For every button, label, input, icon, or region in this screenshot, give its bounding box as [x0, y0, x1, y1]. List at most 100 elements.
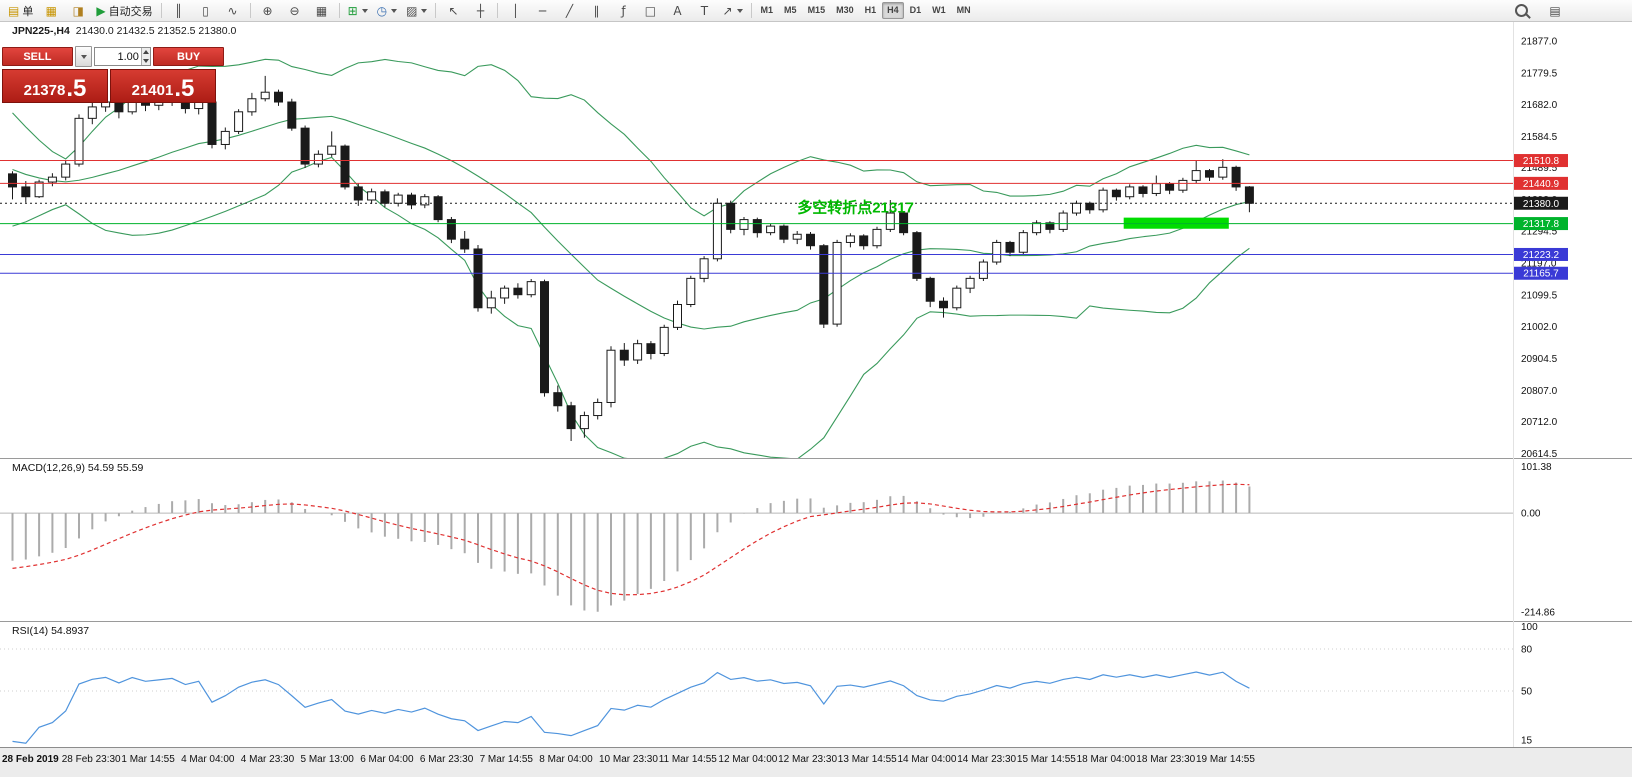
new-order-button-label: 单 [22, 5, 34, 18]
candlestick-chart-icon: ▯ [202, 3, 209, 18]
time-axis-label: 6 Mar 23:30 [419, 754, 474, 765]
vertical-line-icon: │ [511, 3, 520, 18]
zoom-out-button[interactable]: ⊖ [282, 1, 308, 21]
time-axis-label: 12 Mar 04:00 [718, 754, 778, 765]
price-level-badge-text: 21380.0 [1523, 199, 1560, 210]
macd-signal-line [12, 483, 1250, 596]
channel-button[interactable]: ∥ [583, 1, 609, 21]
new-order-button[interactable]: ▤ 单 [4, 1, 37, 21]
timeframe-m5-button[interactable]: M5 [784, 5, 797, 15]
chevron-down-icon [736, 8, 743, 13]
sell-button[interactable]: SELL [2, 47, 73, 66]
rsi-axis-label: 15 [1521, 736, 1533, 747]
macd-histogram [11, 480, 1251, 612]
volume-decrease-button[interactable] [141, 56, 151, 65]
price-axis-label: 20807.0 [1521, 386, 1558, 397]
charts-button[interactable]: ▦ [38, 1, 64, 21]
line-chart-icon: ∿ [227, 3, 238, 18]
timeframe-h1-button[interactable]: H1 [864, 5, 877, 15]
timeframe-m30-button[interactable]: M30 [836, 5, 854, 15]
one-click-trading-panel: SELL BUY 21378.5 21401.5 [2, 46, 224, 103]
rsi-panel[interactable]: RSI(14) 54.8937 100 80 50 15 [0, 621, 1632, 747]
chevron-down-icon [421, 8, 428, 13]
time-axis-label: 15 Mar 14:55 [1016, 754, 1076, 765]
timeframe-mn-button[interactable]: MN [956, 5, 971, 15]
buy-price-tile[interactable]: 21401.5 [110, 69, 216, 103]
charts-icon: ▦ [45, 3, 58, 18]
timeframe-d1-button[interactable]: D1 [909, 5, 922, 15]
auto-trading-button[interactable]: ▶ 自动交易 [92, 1, 156, 21]
price-axis-label: 21002.0 [1521, 322, 1558, 333]
price-axis-label: 21682.0 [1521, 100, 1558, 111]
chart-symbol: JPN225-,H4 [12, 25, 70, 37]
macd-axis-label: 0.00 [1521, 509, 1541, 520]
vertical-line-button[interactable]: │ [502, 1, 528, 21]
macd-label: MACD(12,26,9) 54.59 55.59 [12, 462, 143, 474]
price-level-badge [1514, 217, 1568, 231]
toolbar-separator [750, 3, 752, 18]
text-button[interactable]: A [664, 1, 690, 21]
chevron-down-icon [81, 54, 88, 59]
price-level-badge-text: 21165.7 [1523, 269, 1559, 280]
search-button[interactable] [1508, 1, 1534, 21]
timeframe-w1-button[interactable]: W1 [932, 5, 946, 15]
price-axis-label: 21197.0 [1521, 259, 1557, 270]
play-icon: ▶ [96, 3, 106, 18]
toolbar: ▤ 单 ▦ ◨ ▶ 自动交易 ║ ▯ ∿ ⊕ ⊖ ▦ ⊞ ◷ ▨ ↖ ┼ │ ─ ╱ ∥ ƒ □ A T ↗ M1 M5 M15 M30 H… [0, 0, 1632, 22]
candlestick-chart-button[interactable]: ▯ [193, 1, 219, 21]
volume-input[interactable] [95, 48, 141, 65]
template-icon: ▨ [406, 3, 418, 18]
horizontal-line-button[interactable]: ─ [529, 1, 555, 21]
arrows-button[interactable]: ↗ [718, 1, 746, 21]
tile-windows-button[interactable]: ▦ [309, 1, 335, 21]
new-window-button[interactable]: ▤ [1542, 1, 1568, 21]
macd-panel[interactable]: MACD(12,26,9) 54.59 55.59 101.38 0.00 -214.… [0, 458, 1632, 621]
price-axis-label: 20904.5 [1521, 354, 1558, 365]
price-level-badge-text: 21317.8 [1523, 219, 1560, 230]
new-order-icon: ▤ [8, 3, 20, 18]
arrow-icon: ↗ [722, 3, 733, 18]
annotation-text[interactable]: 多空转折点21317 [797, 198, 914, 216]
chart-title: JPN225-,H4 21430.0 21432.5 21352.5 21380… [12, 25, 236, 37]
toolbar-separator [435, 3, 437, 18]
shapes-button[interactable]: □ [637, 1, 663, 21]
rsi-label: RSI(14) 54.8937 [12, 625, 89, 637]
chart-ohlc: 21430.0 21432.5 21352.5 21380.0 [75, 25, 237, 37]
trendline-button[interactable]: ╱ [556, 1, 582, 21]
zoom-in-button[interactable]: ⊕ [255, 1, 281, 21]
time-axis-label: 5 Mar 13:00 [300, 754, 354, 765]
zoom-out-icon: ⊖ [289, 3, 300, 18]
trade-options-dropdown[interactable] [74, 46, 93, 67]
templates-button[interactable]: ▨ [402, 1, 431, 21]
label-button[interactable]: T [691, 1, 717, 21]
time-axis-label: 28 Feb 23:30 [61, 754, 121, 765]
periods-button[interactable]: ◷ [373, 1, 401, 21]
navigator-button[interactable]: ◨ [65, 1, 91, 21]
cursor-button[interactable]: ↖ [440, 1, 466, 21]
horizontal-line-icon: ─ [538, 3, 547, 18]
time-axis-label: 8 Mar 04:00 [539, 754, 593, 765]
timeframe-h4-button[interactable]: H4 [882, 2, 904, 19]
volume-increase-button[interactable] [141, 48, 151, 57]
timeframe-m15-button[interactable]: M15 [807, 5, 826, 15]
time-axis-label: 19 Mar 14:55 [1196, 754, 1255, 765]
buy-button[interactable]: BUY [153, 47, 224, 66]
crosshair-button[interactable]: ┼ [467, 1, 493, 21]
bollinger-middle-band [12, 115, 1250, 330]
bar-chart-button[interactable]: ║ [166, 1, 192, 21]
line-chart-button[interactable]: ∿ [220, 1, 246, 21]
chevron-down-icon [391, 8, 398, 13]
price-level-badge [1514, 176, 1568, 190]
bollinger-lower-band [12, 156, 1250, 458]
main-chart[interactable]: 多空转折点21317 21877.0 21779.5 21682.0 21584.5 21… [0, 22, 1632, 458]
fibonacci-button[interactable]: ƒ [610, 1, 636, 21]
price-axis-label: 20614.5 [1521, 449, 1558, 458]
time-axis: 28 Feb 2019 28 Feb 23:30 1 Mar 14:55 4 Mar … [0, 747, 1632, 777]
bollinger-upper-band [12, 58, 1250, 217]
timeframe-m1-button[interactable]: M1 [760, 5, 774, 15]
bid-price: 21378 [23, 81, 66, 99]
indicators-button[interactable]: ⊞ [344, 1, 372, 21]
sell-price-tile[interactable]: 21378.5 [2, 69, 108, 103]
time-axis-label: 4 Mar 23:30 [240, 754, 295, 765]
volume-stepper [94, 47, 152, 66]
